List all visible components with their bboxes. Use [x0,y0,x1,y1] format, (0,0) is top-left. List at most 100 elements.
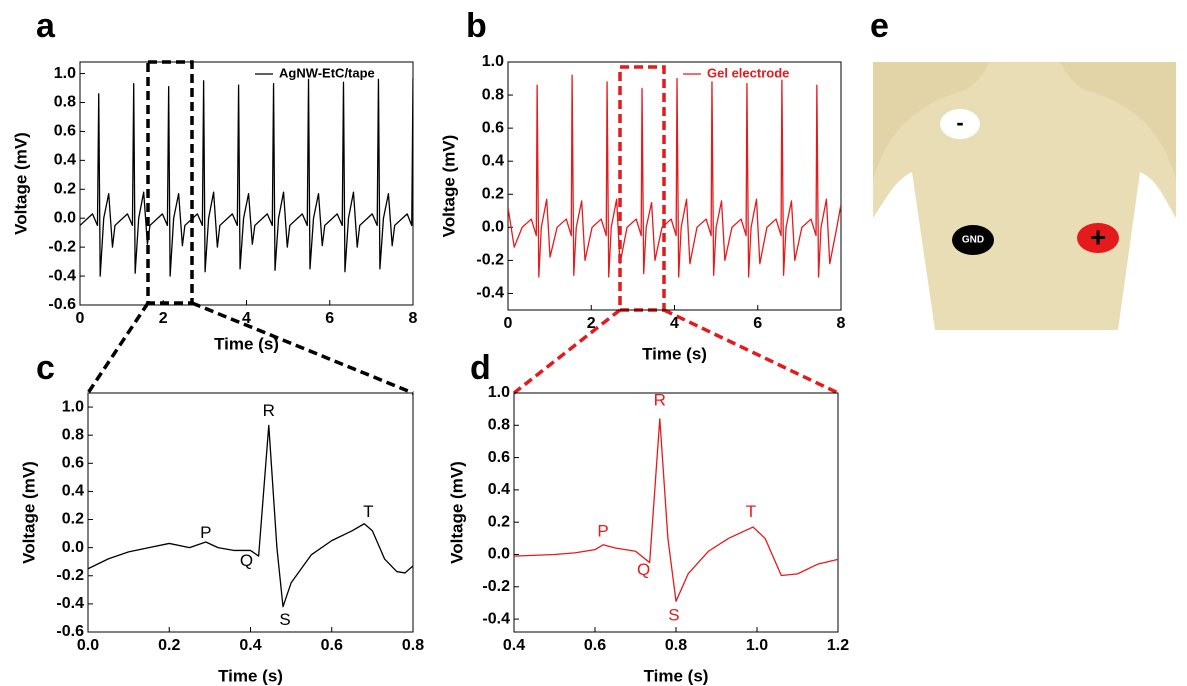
y-tick-label: 0.8 [54,94,76,111]
y-tick-label: -0.4 [482,610,510,627]
y-tick-label: -0.4 [476,285,504,302]
y-axis-title: Voltage (mV) [19,461,38,564]
x-axis-title: Time (s) [642,344,707,363]
wave-annotation: R [654,391,666,410]
y-tick-label: 0.6 [62,455,84,472]
x-tick-label: 8 [837,315,846,332]
wave-annotation: T [746,502,756,521]
electrode-negative [940,109,980,139]
electrode-label: GND [962,235,984,246]
y-axis-title: Voltage (mV) [447,461,466,564]
panel-label: e [870,7,889,45]
x-axis-title: Time (s) [644,666,709,685]
y-tick-label: -0.2 [56,567,84,584]
x-tick-label: 2 [159,310,168,327]
x-tick-label: 2 [587,315,596,332]
y-tick-label: -0.2 [482,578,510,595]
y-axis-title: Voltage (mV) [11,132,30,235]
electrode-positive [1077,223,1119,253]
panel-label: c [36,349,55,387]
plot-frame [507,61,842,311]
y-tick-label: -0.6 [56,623,84,640]
x-tick-label: 0 [504,315,513,332]
y-tick-label: 0.6 [482,119,504,136]
y-tick-label: 1.0 [54,65,76,82]
y-tick-label: -0.2 [48,238,76,255]
y-tick-label: 0.8 [482,86,504,103]
y-tick-label: 0.8 [488,417,510,434]
electrode-label: - [956,110,963,135]
x-tick-label: 4 [670,315,679,332]
wave-annotation: Q [240,551,253,570]
y-tick-label: 0.2 [54,181,76,198]
zoom-line [191,301,414,395]
wave-annotation: Q [637,560,650,579]
x-tick-label: 0.6 [321,637,343,654]
y-axis-title: Voltage (mV) [439,135,458,238]
y-tick-label: 0.4 [54,152,76,169]
y-tick-label: 0.6 [54,123,76,140]
y-tick-label: 0.0 [54,209,76,226]
electrode-ground [952,225,994,255]
y-tick-label: 0.2 [482,185,504,202]
shoulders [873,62,1176,180]
wave-annotation: R [263,401,275,420]
x-tick-label: 0.4 [239,637,261,654]
y-tick-label: 0.0 [488,546,510,563]
x-tick-label: 0.0 [77,637,99,654]
panel-label: b [466,7,487,45]
x-tick-label: 0.4 [503,637,525,654]
panel-label: a [36,7,56,45]
legend-label: AgNW-EtC/tape [279,65,375,80]
zoom-line [512,308,622,395]
wave-annotation: P [597,521,608,540]
y-tick-label: 1.0 [482,53,504,70]
zoom-line [663,308,839,395]
electrode-label: + [1090,221,1106,252]
x-tick-label: 8 [409,310,418,327]
y-tick-label: 0.4 [488,481,510,498]
y-tick-label: 0.4 [482,152,504,169]
y-tick-label: -0.6 [48,296,76,313]
chart: -0.4 -0.2 0.0 0.2 0.4 0.6 0.8 1.0 0.4 0.6 0.8 1.0 1.… [447,384,849,685]
wave-annotation: P [200,523,211,542]
plot-frame [513,392,839,633]
x-tick-label: 1.2 [827,637,849,654]
x-tick-label: 0.6 [584,637,606,654]
y-tick-label: -0.2 [476,252,504,269]
wave-annotation: T [363,502,373,521]
wave-annotation: S [279,610,290,629]
y-tick-label: 0.0 [482,219,504,236]
plot-frame [79,61,414,306]
y-tick-label: 1.0 [488,384,510,401]
y-tick-label: 0.0 [62,539,84,556]
y-tick-label: 0.6 [488,449,510,466]
chart: -0.6 -0.4 -0.2 0.0 0.2 0.4 0.6 0.8 1.0 0.0 0.2 0.4 0… [19,392,424,685]
x-tick-label: 0.2 [158,637,180,654]
x-tick-label: 4 [242,310,251,327]
y-tick-label: -0.4 [56,595,84,612]
x-tick-label: 0.8 [402,637,424,654]
ecg-line [80,77,413,277]
y-tick-label: 0.2 [488,513,510,530]
torso-illustration: - GND + [873,62,1176,330]
ecg-line [514,418,838,602]
x-axis-title: Time (s) [214,334,279,353]
y-tick-label: 0.8 [62,426,84,443]
chart: -0.4 -0.2 0.0 0.2 0.4 0.6 0.8 1.0 0 2 4 6 8 Time (s) V… [439,53,845,363]
chart: -0.6 -0.4 -0.2 0.0 0.2 0.4 0.6 0.8 1.0 0 2 4 6 8 Time … [11,61,418,353]
zoom-line [86,302,150,394]
x-tick-label: 6 [325,310,334,327]
y-tick-label: 0.2 [62,511,84,528]
x-tick-label: 0.8 [665,637,687,654]
ecg-line [88,424,413,608]
x-axis-title: Time (s) [218,666,283,685]
x-tick-label: 6 [753,315,762,332]
y-tick-label: 0.4 [62,483,84,500]
ecg-line [508,74,841,278]
wave-annotation: S [668,605,679,624]
y-tick-label: -0.4 [48,267,76,284]
y-tick-label: 1.0 [62,398,84,415]
legend-label: Gel electrode [707,65,789,80]
